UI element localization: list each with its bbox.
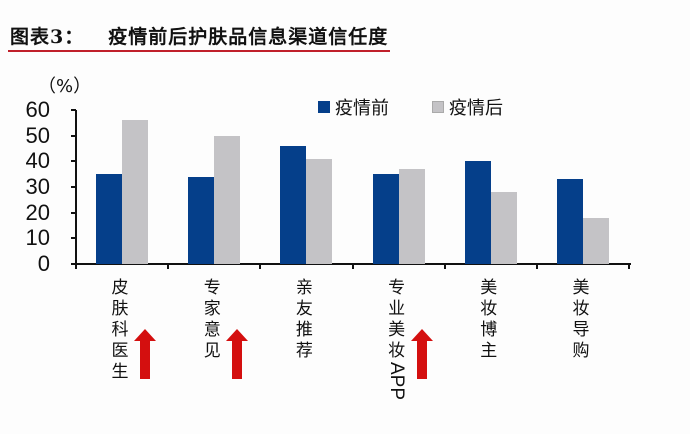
legend-item-before: 疫情前 (318, 94, 389, 120)
x-tick-mark (628, 263, 631, 269)
up-arrow-icon (226, 329, 249, 379)
title-underline (8, 50, 390, 52)
bar-before (557, 179, 583, 264)
y-axis-unit: （%） (38, 76, 92, 97)
category-label: 美妆博主 (480, 278, 498, 361)
x-tick-mark (167, 263, 170, 269)
category-label: 皮肤科医生 (111, 278, 129, 382)
y-tick-label: 30 (25, 174, 50, 199)
category-label: 美妆导购 (572, 278, 590, 361)
x-tick-mark (75, 263, 77, 269)
x-tick-mark (259, 263, 262, 269)
figure-title: 图表3： 疫情前后护肤品信息渠道信任度 (10, 22, 388, 49)
category-label: 亲友推荐 (295, 278, 313, 361)
y-tick-label: 20 (25, 199, 50, 225)
x-tick-mark (536, 263, 538, 269)
y-tick-label: 0 (37, 251, 50, 276)
y-tick-mark (71, 186, 76, 188)
legend-item-after: 疫情后 (432, 94, 503, 120)
y-tick-mark (71, 109, 76, 111)
category-label: 专家意见 (203, 278, 221, 361)
bar-after (122, 120, 148, 264)
bar-before (96, 174, 122, 264)
up-arrow-icon (410, 329, 433, 379)
bar-after (583, 217, 609, 264)
figure-title-text: 疫情前后护肤品信息渠道信任度 (108, 26, 389, 48)
y-tick-label: 10 (25, 225, 50, 251)
y-tick-mark (71, 211, 76, 214)
bar-before (464, 161, 491, 264)
bar-after (214, 135, 241, 264)
y-axis (75, 110, 77, 264)
category-label: 专业美妆 APP (386, 278, 408, 401)
y-tick-mark (71, 263, 76, 265)
bar-after (306, 158, 333, 264)
x-tick-mark (351, 263, 354, 269)
y-tick-label: 40 (25, 148, 50, 174)
bar-after (398, 169, 425, 264)
legend-swatch-after (432, 101, 444, 113)
legend-label-after: 疫情后 (449, 98, 503, 119)
y-tick-mark (71, 160, 76, 163)
figure-label: 图表3： (10, 26, 85, 48)
y-tick-mark (71, 134, 76, 137)
legend-swatch-before (318, 101, 330, 113)
bar-before (188, 176, 215, 264)
bar-after (490, 192, 517, 264)
y-tick-label: 60 (25, 97, 50, 122)
x-tick-mark (443, 263, 446, 269)
bar-before (372, 174, 399, 264)
up-arrow-icon (134, 329, 156, 379)
y-tick-label: 50 (25, 122, 50, 148)
y-tick-mark (71, 237, 76, 240)
bar-before (280, 145, 307, 264)
legend-label-before: 疫情前 (335, 98, 389, 119)
